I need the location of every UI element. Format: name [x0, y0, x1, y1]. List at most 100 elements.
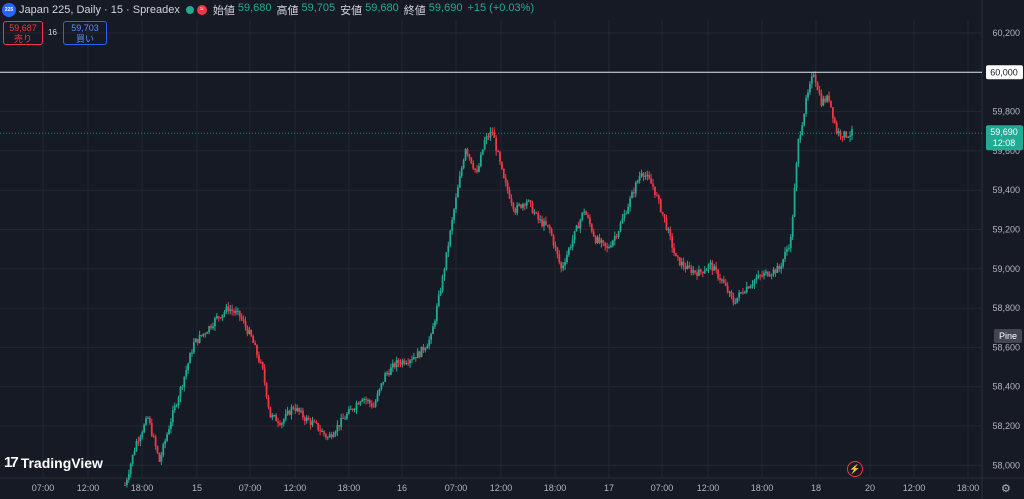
buy-button[interactable]: 59,703 買い: [63, 21, 107, 45]
candle-body: [472, 163, 475, 169]
candle-body: [835, 122, 838, 134]
candle-body: [170, 421, 172, 430]
candle-body: [546, 224, 549, 226]
candle-body: [390, 367, 392, 375]
candle-body: [175, 405, 178, 407]
chart-header: 225 Japan 225, Daily · 15 · Spreadex ≈ 始…: [0, 0, 534, 20]
candle-body: [346, 413, 348, 419]
candle-body: [231, 309, 234, 312]
candle-body: [830, 100, 832, 108]
candle-body: [305, 417, 308, 422]
candle-body: [332, 434, 335, 438]
lightning-icon[interactable]: ⚡: [847, 461, 863, 477]
candle-body: [619, 223, 622, 232]
candle-body: [556, 247, 559, 255]
candle-body: [189, 353, 191, 364]
candle-body: [374, 401, 377, 407]
y-tick-label: 58,000: [992, 460, 1020, 470]
candle-body: [124, 484, 126, 486]
candle-body: [573, 231, 576, 240]
candle-body: [707, 264, 710, 270]
candle-body: [583, 211, 586, 213]
candle-body: [550, 228, 553, 236]
symbol-title[interactable]: Japan 225, Daily · 15 · Spreadex: [19, 4, 180, 16]
candle-body: [499, 152, 501, 162]
candle-body: [365, 398, 367, 401]
candle-body: [411, 359, 413, 361]
candle-body: [131, 454, 134, 465]
y-tick-label: 60,200: [992, 28, 1020, 38]
candle-body: [265, 382, 268, 397]
candle-body: [745, 286, 748, 293]
candle-body: [489, 131, 492, 138]
candle-body: [684, 266, 687, 270]
candle-body: [215, 316, 218, 319]
candle-body: [447, 245, 450, 253]
candle-body: [286, 410, 289, 414]
candle-body: [554, 245, 557, 248]
candle-body: [625, 213, 628, 215]
candle-body: [485, 136, 488, 140]
candle-body: [223, 311, 226, 315]
candle-body: [587, 214, 589, 218]
candle-body: [298, 407, 300, 412]
candle-body: [441, 276, 444, 292]
open-label: 始値: [212, 5, 235, 17]
y-tick-label: 58,200: [992, 421, 1020, 431]
candle-body: [535, 212, 538, 214]
candle-body: [399, 363, 402, 365]
candle-body: [183, 376, 186, 387]
candle-body: [434, 320, 436, 327]
candle-body: [200, 334, 203, 336]
candle-body: [474, 168, 477, 170]
tradingview-logo[interactable]: 17 TradingView: [4, 454, 103, 471]
candle-body: [699, 269, 702, 272]
candle-body: [617, 231, 620, 237]
candle-body: [198, 334, 201, 343]
candle-body: [644, 175, 647, 177]
countdown-label: 12:08: [993, 138, 1016, 148]
candle-body: [403, 360, 406, 364]
candle-body: [629, 198, 631, 207]
x-tick-label: 12:00: [903, 483, 926, 493]
candle-body: [217, 316, 220, 318]
x-tick-label: 18:00: [131, 483, 154, 493]
candle-body: [675, 252, 677, 257]
candle-body: [724, 282, 727, 286]
candle-body: [680, 261, 683, 266]
candle-body: [780, 266, 783, 269]
candle-body: [156, 446, 159, 453]
candle-body: [458, 176, 461, 188]
y-tick-label: 58,800: [992, 303, 1020, 313]
candle-body: [432, 326, 434, 335]
candle-body: [269, 406, 272, 418]
sell-button[interactable]: 59,687 売り: [3, 21, 43, 45]
x-tick-label: 18:00: [338, 483, 361, 493]
candle-body: [753, 280, 756, 285]
candle-body: [552, 235, 555, 246]
candle-body: [661, 211, 664, 215]
gear-icon[interactable]: ⚙: [1001, 483, 1011, 495]
candle-body: [393, 363, 396, 368]
candle-body: [336, 424, 339, 432]
candle-body: [168, 429, 170, 435]
candle-body: [757, 275, 760, 278]
horizontal-line-price-label-bg: [986, 65, 1023, 80]
candle-body: [455, 197, 457, 210]
candle-body: [837, 131, 840, 134]
candle-body: [267, 396, 270, 407]
candle-body: [214, 318, 216, 327]
candle-body: [709, 262, 712, 265]
candle-body: [160, 455, 163, 462]
candle-body: [177, 397, 180, 406]
candle-body: [254, 342, 256, 346]
x-tick-label: 12:00: [284, 483, 307, 493]
candle-body: [495, 137, 498, 151]
candle-body: [747, 286, 750, 289]
candle-body: [638, 176, 641, 181]
candle-body: [355, 403, 358, 410]
candle-body: [437, 294, 440, 307]
candle-body: [181, 386, 184, 388]
candle-body: [701, 271, 704, 274]
